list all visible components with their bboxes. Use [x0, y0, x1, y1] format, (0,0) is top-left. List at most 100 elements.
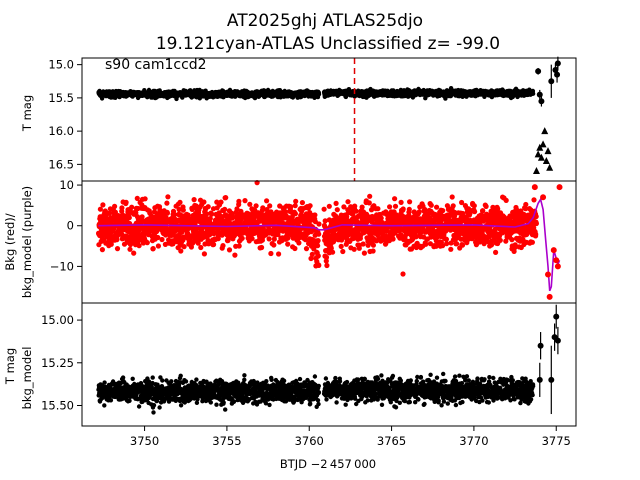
background-point [400, 271, 406, 277]
background-point [165, 194, 171, 200]
background-point [315, 238, 321, 244]
chart-title-line1: AT2025ghj ATLAS25djo [227, 11, 423, 31]
background-point [236, 243, 242, 249]
background-point [292, 203, 298, 209]
background-point [119, 205, 125, 211]
background-point [207, 216, 213, 222]
background-point [497, 237, 503, 243]
background-point [126, 215, 132, 221]
background-y-tick-label: 10 [59, 178, 74, 192]
background-point [370, 242, 376, 248]
background-point [330, 249, 336, 255]
background-point [326, 203, 332, 209]
background-point [201, 199, 207, 205]
background-point [334, 207, 340, 213]
background-point [398, 199, 404, 205]
tmag_bkg_model-point [130, 376, 135, 381]
background-point [440, 208, 446, 214]
background-point [271, 242, 277, 248]
background-point [159, 236, 165, 243]
background-point [503, 197, 509, 203]
background-point [164, 200, 170, 206]
background-point [483, 203, 489, 209]
background-point [220, 243, 226, 249]
background-y-tick-label: −10 [50, 259, 74, 273]
tmag-y-tick-label: 16.0 [48, 124, 74, 138]
background-point [307, 203, 313, 209]
background-point [288, 204, 294, 210]
background-ylabel-line2: bkg_model (purple) [20, 186, 34, 298]
background-point [226, 247, 233, 253]
background-point [422, 206, 428, 213]
background-point [361, 250, 367, 256]
background-y-tick-label: 0 [67, 219, 74, 233]
tmag_bkg_model-point [102, 380, 107, 385]
background-point [218, 199, 224, 205]
tmag-y-tick-label: 15.0 [48, 58, 74, 72]
background-point [236, 198, 242, 204]
background-point [139, 214, 145, 220]
background-late-point [540, 194, 547, 201]
background-point [493, 249, 499, 255]
background-point [533, 220, 540, 227]
background-late-point [550, 247, 557, 254]
background-point [211, 241, 217, 248]
background-point [312, 212, 318, 218]
tmag-ylabel: T mag [20, 95, 34, 132]
background-late-point [553, 257, 560, 264]
background-point [299, 200, 305, 206]
background-point [142, 196, 148, 202]
background-point [239, 235, 245, 241]
background-point [392, 203, 399, 209]
background-point [351, 246, 357, 252]
background-point [323, 254, 330, 260]
tmag-y-tick-label: 16.5 [48, 157, 74, 171]
background-point [352, 203, 358, 209]
background-point [315, 243, 321, 249]
background-point [471, 203, 477, 209]
background-point [316, 231, 322, 237]
background-point [131, 250, 137, 256]
background-point [267, 203, 273, 209]
background-point [127, 246, 133, 252]
background-point [223, 195, 229, 201]
background-point [406, 206, 412, 212]
background-point [423, 241, 429, 247]
tmag_bkg_model-point [127, 398, 132, 403]
background-point [472, 209, 478, 215]
background-point [303, 246, 310, 252]
background-point [292, 245, 298, 252]
tmag-segment-1 [96, 87, 322, 102]
background-point [444, 241, 450, 247]
tmag-point [316, 91, 322, 97]
background-point [222, 206, 228, 212]
background-point [205, 204, 211, 210]
tmag-late-point [548, 78, 555, 85]
background-point [345, 199, 351, 205]
background-point [276, 251, 282, 257]
background-point [360, 241, 366, 247]
background-point [253, 203, 259, 209]
background-point [99, 247, 105, 253]
tmag-late-point [554, 60, 561, 67]
tmag-y-tick-label: 15.5 [48, 91, 74, 105]
background-point [264, 198, 270, 204]
background-point [416, 209, 422, 215]
background-point [249, 236, 255, 242]
background-point [533, 231, 539, 237]
background-point [333, 200, 339, 206]
background-point [198, 244, 204, 251]
background-point [324, 262, 330, 269]
background-late-point [531, 184, 538, 191]
background-point [123, 199, 129, 205]
background-point [242, 198, 248, 204]
background-late-point [545, 271, 552, 278]
background-point [114, 246, 121, 252]
background-point [523, 201, 529, 208]
background-point [164, 210, 170, 216]
background-point [338, 243, 344, 249]
background-point [136, 243, 142, 249]
background-point [292, 211, 298, 217]
tmag-data-layer [96, 56, 561, 181]
background-point [353, 208, 359, 214]
